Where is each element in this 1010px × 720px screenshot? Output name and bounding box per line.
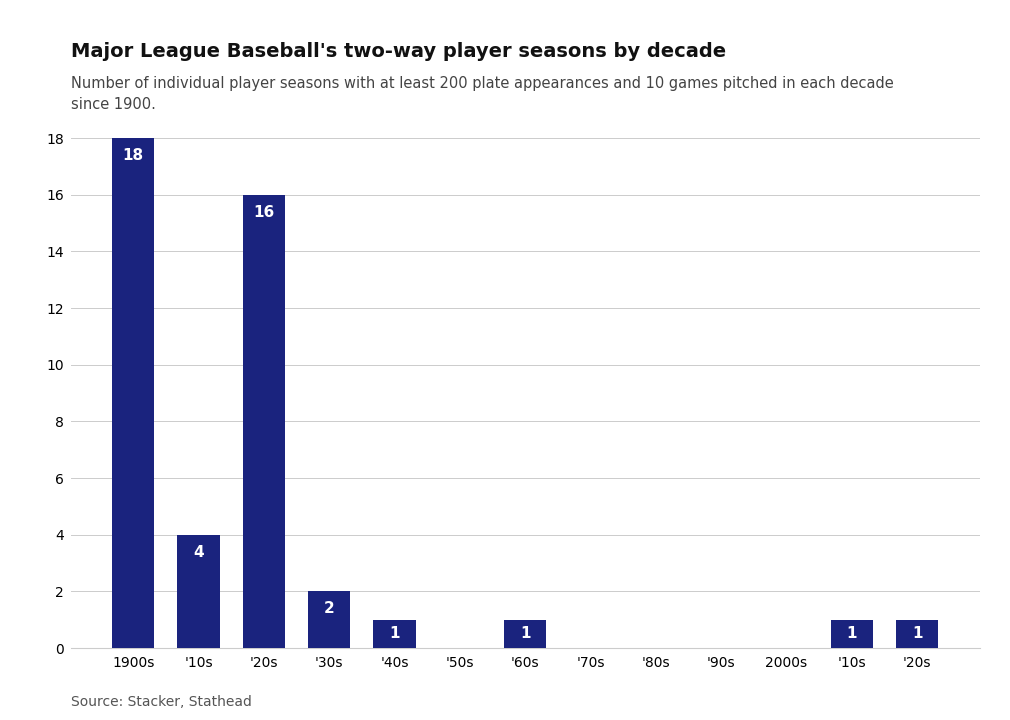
Text: Source: Stacker, Stathead: Source: Stacker, Stathead <box>71 696 251 709</box>
Text: 1: 1 <box>912 626 922 642</box>
Text: 4: 4 <box>193 544 204 559</box>
Text: Major League Baseball's two-way player seasons by decade: Major League Baseball's two-way player s… <box>71 42 726 61</box>
Bar <box>242 194 285 648</box>
Bar <box>504 620 546 648</box>
Text: 18: 18 <box>122 148 143 163</box>
Text: 2: 2 <box>324 601 334 616</box>
Text: 1: 1 <box>846 626 857 642</box>
Text: Number of individual player seasons with at least 200 plate appearances and 10 g: Number of individual player seasons with… <box>71 76 894 112</box>
Text: 16: 16 <box>254 204 275 220</box>
Bar <box>830 620 873 648</box>
Text: 1: 1 <box>389 626 400 642</box>
Bar <box>308 591 350 648</box>
Text: 1: 1 <box>520 626 530 642</box>
Bar <box>178 535 220 648</box>
Bar <box>112 138 155 648</box>
Bar <box>374 620 416 648</box>
Bar <box>896 620 938 648</box>
